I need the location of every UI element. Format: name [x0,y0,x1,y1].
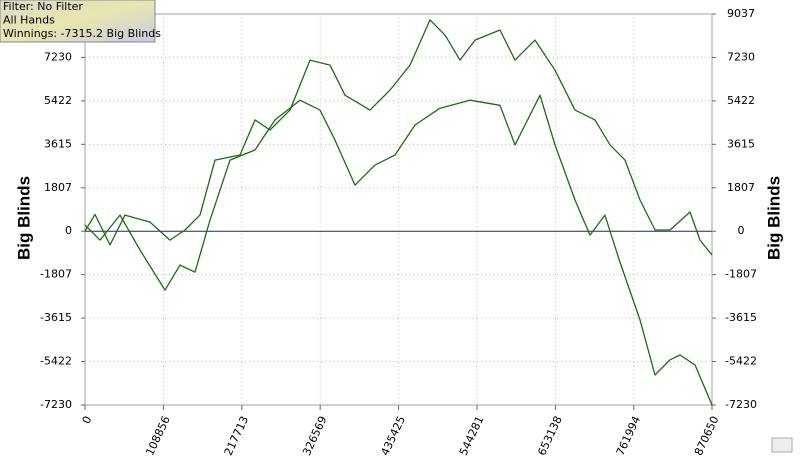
y2-tick-label: -3615 [725,311,757,324]
y2-axis-title: Big Blinds [764,176,783,260]
y-tick-label: 5422 [44,94,72,107]
legend-text: All Hands [3,14,55,27]
y-tick-label: 1807 [44,181,72,194]
winnings-line [84,19,713,256]
y-axis-title: Big Blinds [14,176,33,260]
x-tick-label: 0 [80,414,95,426]
x-tick-label: 761994 [614,414,644,458]
x-tick-label: 544281 [457,414,487,458]
y-tick-label: 3615 [44,137,72,150]
x-tick-label: 326569 [300,414,330,458]
y-tick-label: -7230 [40,398,72,411]
winnings-line [84,94,713,406]
y2-tick-label: 1807 [727,181,755,194]
x-tick-label: 217713 [222,414,252,458]
y2-tick-label: -1807 [725,268,757,281]
x-tick-label: 653138 [535,414,565,458]
y-tick-label: -3615 [40,311,72,324]
y2-tick-label: 3615 [727,137,755,150]
y2-tick-label: 9037 [727,7,755,20]
x-tick-label: 870650 [692,414,722,458]
y-tick-label: 0 [65,224,72,237]
y-tick-label: 7230 [44,50,72,63]
y2-tick-label: 7230 [727,50,755,63]
y2-tick-label: 0 [738,224,745,237]
legend-background [0,0,156,43]
legend-text: Filter: No Filter [3,0,83,13]
x-tick-label: 108856 [143,414,173,458]
y-tick-label: -5422 [40,355,72,368]
y2-tick-label: -7230 [725,398,757,411]
corner-icon [771,437,793,453]
legend-text: Winnings: -7315.2 Big Blinds [3,27,161,40]
y-tick-label: -1807 [40,268,72,281]
y2-tick-label: 5422 [727,94,755,107]
y2-tick-label: -5422 [725,355,757,368]
x-tick-label: 435425 [378,414,408,458]
